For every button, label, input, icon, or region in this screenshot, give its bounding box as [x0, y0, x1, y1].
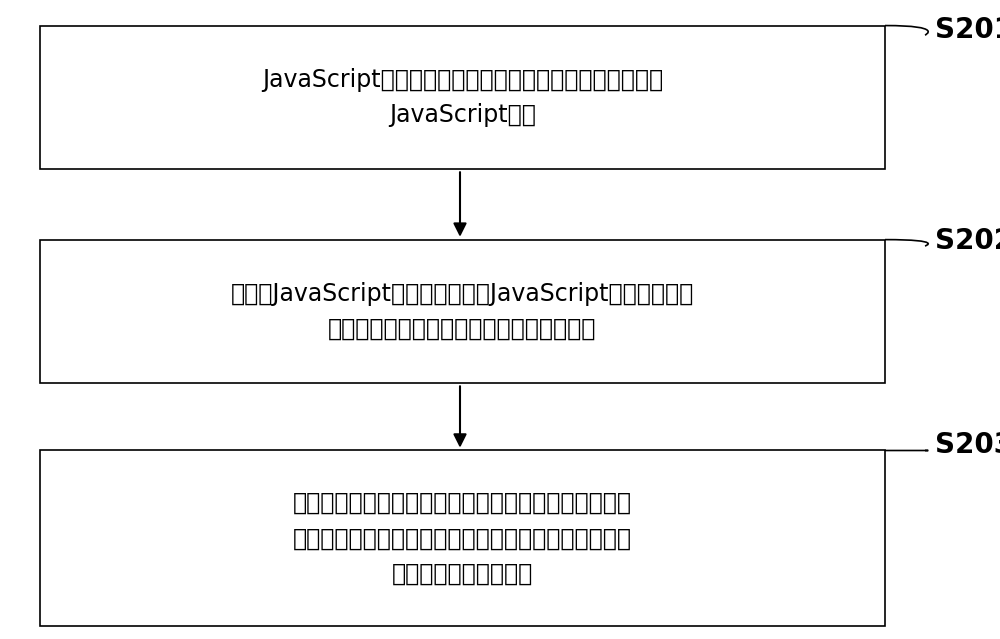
Text: S201: S201 — [935, 16, 1000, 44]
Bar — [40, 26, 885, 169]
Text: S203: S203 — [935, 431, 1000, 459]
Text: 在执行JavaScript文件的过程中，JavaScript执行层生成虚
拟树形结构，并向转换层发送第一绘制消息: 在执行JavaScript文件的过程中，JavaScript执行层生成虚 拟树形… — [231, 282, 694, 341]
Bar — [40, 240, 885, 383]
Text: JavaScript执行层对请求显示的指定网页进行解析，得到
JavaScript文件: JavaScript执行层对请求显示的指定网页进行解析，得到 JavaScrip… — [262, 68, 663, 127]
Bar — [40, 450, 885, 626]
Text: 转换层将虚拟树形结构中的多个元素转换为原生层可识
别的多个第一视图，并将多个第一视图发送至原生层，
由原生层进行页面显示: 转换层将虚拟树形结构中的多个元素转换为原生层可识 别的多个第一视图，并将多个第一… — [293, 491, 632, 586]
Text: S202: S202 — [935, 227, 1000, 255]
